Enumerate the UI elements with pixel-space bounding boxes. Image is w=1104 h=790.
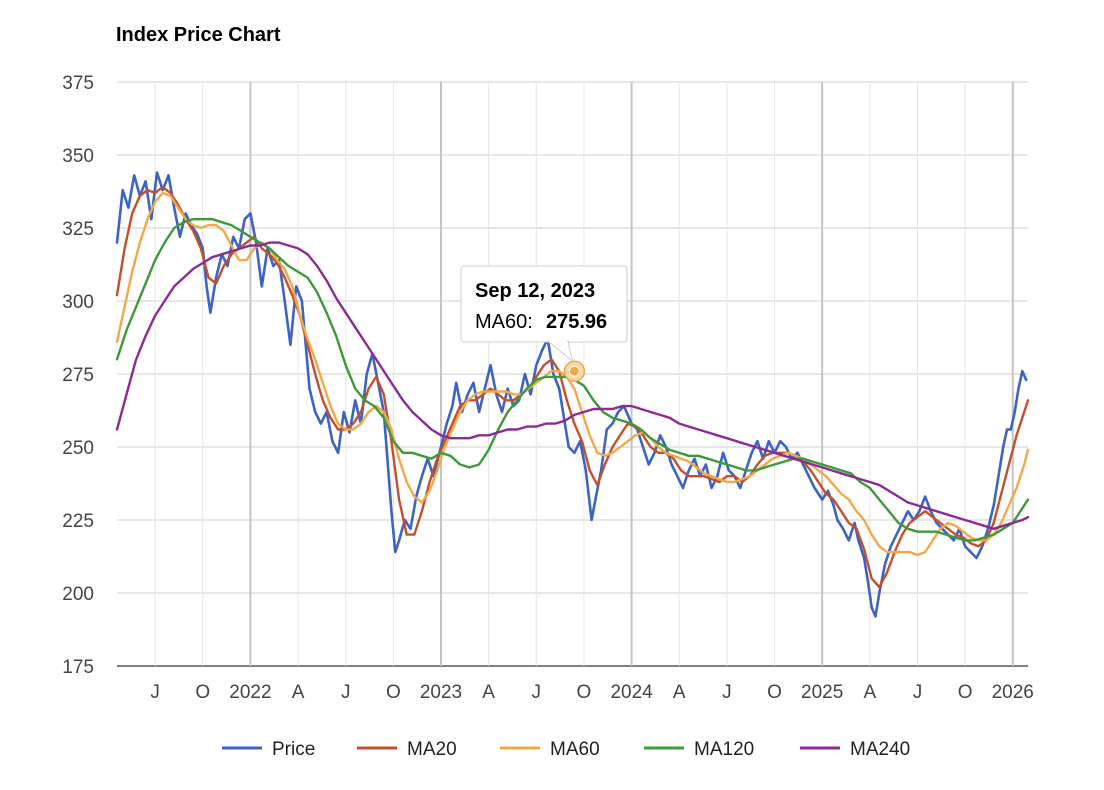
tooltip: Sep 12, 2023 MA60: 275.96: [460, 265, 628, 382]
x-tick-label: J: [722, 682, 732, 703]
legend: Price MA20 MA60 MA120 MA240: [222, 739, 910, 760]
series-layer: [115, 171, 1030, 618]
x-tick-label: 2023: [420, 682, 462, 703]
x-tick-label: O: [195, 682, 210, 703]
axis-layer: 175 200 225 250 275 300 325 350 375 J O 2022 A J O 2023…: [62, 73, 1034, 703]
x-tick-label: O: [767, 682, 782, 703]
tooltip-box: [460, 265, 628, 343]
x-tick-label: O: [958, 682, 973, 703]
x-tick-label: A: [292, 682, 305, 703]
x-tick-label: O: [577, 682, 592, 703]
x-tick-label: J: [341, 682, 351, 703]
tooltip-pointer-mask: [549, 339, 567, 343]
legend-label-ma120: MA120: [694, 739, 754, 760]
legend-label-ma240: MA240: [850, 739, 910, 760]
series-line-ma20: [115, 185, 1030, 589]
x-tick-label: A: [482, 682, 495, 703]
legend-label-price: Price: [272, 739, 315, 760]
series-line-ma240: [115, 241, 1030, 530]
y-tick-label: 225: [62, 511, 94, 532]
tooltip-series-label: MA60:: [475, 311, 533, 333]
x-tick-label: 2024: [610, 682, 653, 703]
x-tick-label: 2025: [801, 682, 843, 703]
legend-label-ma60: MA60: [550, 739, 600, 760]
x-tick-label: J: [913, 682, 923, 703]
tooltip-point: [568, 365, 580, 377]
y-tick-label: 375: [62, 73, 94, 94]
x-tick-label: 2022: [229, 682, 271, 703]
x-tick-label: A: [673, 682, 686, 703]
y-tick-label: 325: [62, 219, 94, 240]
x-tick-label: O: [386, 682, 401, 703]
x-tick-label: J: [532, 682, 542, 703]
x-tick-label: 2026: [992, 682, 1034, 703]
y-tick-label: 200: [62, 584, 94, 605]
tooltip-date: Sep 12, 2023: [475, 280, 595, 302]
x-tick-label: J: [150, 682, 160, 703]
y-tick-label: 350: [62, 146, 94, 167]
grid-layer: [117, 81, 1028, 667]
x-tick-label: A: [863, 682, 876, 703]
chart-title: Index Price Chart: [116, 24, 281, 46]
y-tick-label: 250: [62, 438, 94, 459]
y-tick-label: 175: [62, 657, 94, 678]
y-tick-label: 300: [62, 292, 94, 313]
y-tick-label: 275: [62, 365, 94, 386]
legend-label-ma20: MA20: [407, 739, 457, 760]
tooltip-value: 275.96: [546, 311, 607, 333]
